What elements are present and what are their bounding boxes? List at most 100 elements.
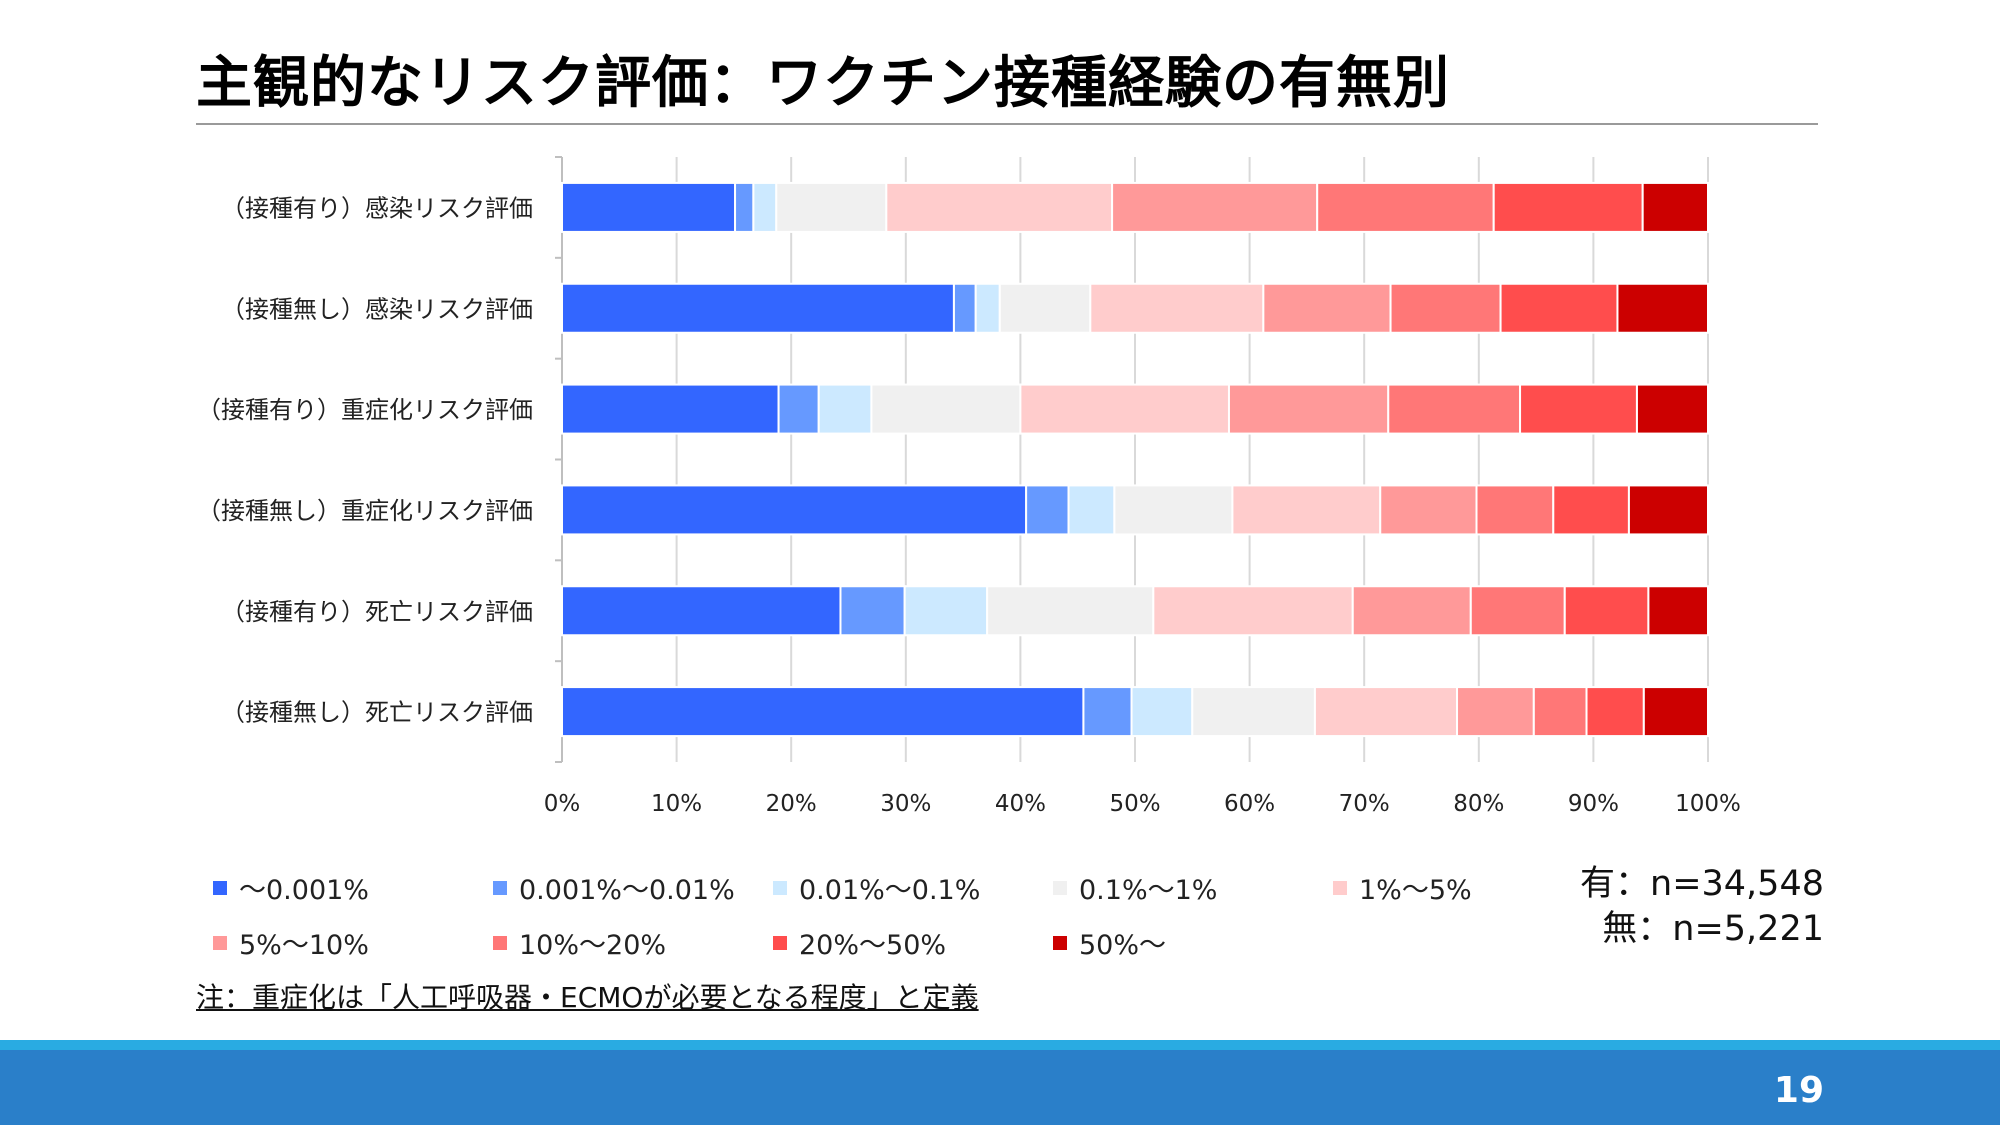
category-label: （接種無し）重症化リスク評価 [197, 497, 533, 525]
bar-segment [903, 585, 989, 637]
bar-segment [1379, 484, 1478, 536]
legend-swatch [213, 880, 227, 895]
category-label: （接種有り）感染リスク評価 [221, 194, 533, 222]
bar-segment [1519, 383, 1638, 435]
sample-size-box: 有：n=34,548 無：n=5,221 [1580, 862, 1824, 952]
bar-segment [1499, 282, 1619, 334]
bar-segment [1113, 484, 1234, 536]
legend-item: 0.001%～0.01% [493, 868, 735, 907]
x-tick-label: 90% [1568, 791, 1619, 817]
bar-segment [1563, 585, 1650, 637]
legend-label: ～0.001% [239, 875, 369, 906]
bar-segment [1641, 181, 1709, 233]
legend-swatch [213, 935, 227, 950]
sample-size-no: 無：n=5,221 [1602, 909, 1824, 949]
legend-item: 50%～ [1053, 923, 1166, 962]
bar-segment [1492, 181, 1644, 233]
legend-swatch [1053, 880, 1067, 895]
footnote: 注：重症化は「人工呼吸器・ECMOが必要となる程度」と定義 [196, 981, 979, 1014]
bar-segment [1019, 383, 1230, 435]
bar-segment [561, 383, 780, 435]
x-tick-label: 10% [651, 791, 702, 817]
bar-segment [561, 686, 1085, 738]
legend-item: 0.01%～0.1% [773, 868, 980, 907]
bar-segment [1231, 484, 1382, 536]
bar-segment [1469, 585, 1566, 637]
x-tick-label: 40% [995, 791, 1046, 817]
x-tick-label: 20% [766, 791, 817, 817]
bar-segment [1635, 383, 1709, 435]
legend-item: ～0.001% [213, 868, 369, 907]
x-tick-label: 0% [544, 791, 581, 817]
legend-label: 50%～ [1079, 930, 1167, 961]
bar-segment [561, 484, 1028, 536]
bar-segment [1313, 686, 1459, 738]
legend-swatch [773, 935, 787, 950]
bar-segment [1089, 282, 1265, 334]
page-number: 19 [1773, 1070, 1824, 1111]
legend-label: 0.01%～0.1% [799, 875, 981, 906]
bar-segment [1552, 484, 1630, 536]
legend-label: 5%～10% [239, 930, 369, 961]
footer-bar [0, 1050, 2000, 1125]
bar-segment [1067, 484, 1116, 536]
legend-item: 1%～5% [1333, 868, 1472, 907]
bar-segment [974, 282, 1001, 334]
legend-item: 10%～20% [493, 923, 666, 962]
x-tick-label: 60% [1224, 791, 1275, 817]
legend-swatch [773, 880, 787, 895]
bar-segment [1025, 484, 1070, 536]
bar-segment [1130, 686, 1194, 738]
bar-segment [885, 181, 1114, 233]
bar-segment [561, 585, 842, 637]
slide-title: 主観的なリスク評価：ワクチン接種経験の有無別 [196, 51, 1450, 116]
legend-label: 1%～5% [1359, 875, 1472, 906]
legend-item: 20%～50% [773, 923, 946, 962]
bar-segment [1532, 686, 1588, 738]
bar-segment [561, 181, 737, 233]
category-label: （接種無し）死亡リスク評価 [221, 699, 533, 727]
legend-item: 0.1%～1% [1053, 868, 1217, 907]
bar-segment [777, 383, 820, 435]
bar-segment [839, 585, 906, 637]
bar-segment [998, 282, 1092, 334]
category-label: （接種有り）死亡リスク評価 [221, 598, 533, 626]
bar-segment [734, 181, 755, 233]
bar-segment [1152, 585, 1354, 637]
bar-segment [1647, 585, 1709, 637]
bar-segment [1227, 383, 1390, 435]
bar-segment [1351, 585, 1472, 637]
legend-swatch [1053, 935, 1067, 950]
legend-label: 20%～50% [799, 930, 947, 961]
bar-segment [1262, 282, 1392, 334]
bar-segment [1082, 686, 1133, 738]
bar-segment [1456, 686, 1535, 738]
sample-size-yes: 有：n=34,548 [1580, 864, 1824, 904]
bar-segment [1585, 686, 1645, 738]
x-tick-label: 100% [1675, 791, 1741, 817]
bar-segment [1627, 484, 1710, 536]
legend-label: 0.001%～0.01% [519, 875, 735, 906]
x-tick-label: 70% [1339, 791, 1390, 817]
x-tick-label: 50% [1109, 791, 1160, 817]
bar-segment [1387, 383, 1522, 435]
stacked-bar-chart: 0% 10% 20% 30% 40% 50% 60% 70% 80% 90% 100% （接種有り）感… [197, 156, 1741, 817]
legend-swatch [493, 880, 507, 895]
bar-segment [1475, 484, 1555, 536]
bar-segment [1316, 181, 1495, 233]
bar-segment [752, 181, 778, 233]
bar-segment [1111, 181, 1319, 233]
footer-accent-line [0, 1040, 2000, 1050]
bar-segment [1191, 686, 1316, 738]
category-label: （接種無し）感染リスク評価 [221, 295, 533, 323]
category-label: （接種有り）重症化リスク評価 [197, 396, 533, 424]
bar-segment [870, 383, 1022, 435]
bar-segment [1616, 282, 1709, 334]
bar-segment [1389, 282, 1502, 334]
bar-segment [1642, 686, 1709, 738]
legend-label: 10%～20% [519, 930, 667, 961]
title-divider [196, 123, 1818, 125]
legend-swatch [493, 935, 507, 950]
bar-segment [952, 282, 977, 334]
x-tick-label: 30% [880, 791, 931, 817]
